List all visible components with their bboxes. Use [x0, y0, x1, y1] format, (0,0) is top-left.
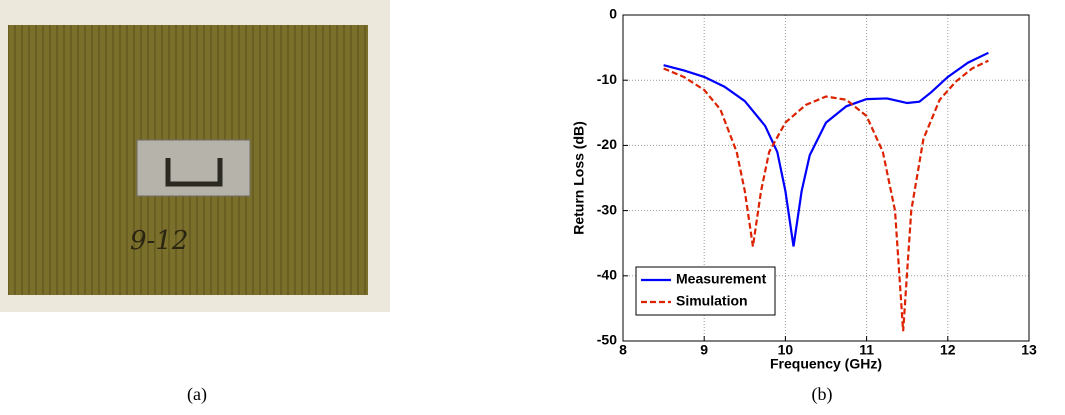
y-tick-label: -40: [597, 267, 617, 283]
caption: (a): [187, 384, 207, 405]
x-tick-label: 8: [619, 342, 627, 358]
y-tick-label: -10: [597, 71, 617, 87]
x-tick-label: 9: [700, 342, 708, 358]
metal-patch: [136, 139, 251, 197]
y-tick-label: -20: [597, 136, 617, 152]
photo: 9-12: [0, 0, 390, 312]
slot: [165, 158, 223, 187]
caption: (b): [812, 384, 833, 405]
x-tick-label: 11: [859, 342, 874, 358]
photo-label: 9-12: [130, 226, 188, 256]
y-axis-label: Return Loss (dB): [571, 121, 587, 235]
x-axis-label: Frequency (GHz): [770, 356, 882, 372]
legend-label: Measurement: [676, 271, 767, 287]
plot-frame: [622, 14, 1030, 342]
x-tick-label: 12: [940, 342, 956, 358]
line-series: [663, 59, 989, 332]
legend-label: Simulation: [676, 293, 748, 309]
x-tick-label: 10: [778, 342, 794, 358]
y-tick-label: -30: [597, 201, 617, 217]
line-series: [663, 51, 989, 247]
y-tick-label: 0: [609, 6, 617, 22]
y-tick-label: -50: [597, 332, 617, 348]
x-tick-label: 13: [1021, 342, 1037, 358]
legend-box: [635, 266, 776, 316]
